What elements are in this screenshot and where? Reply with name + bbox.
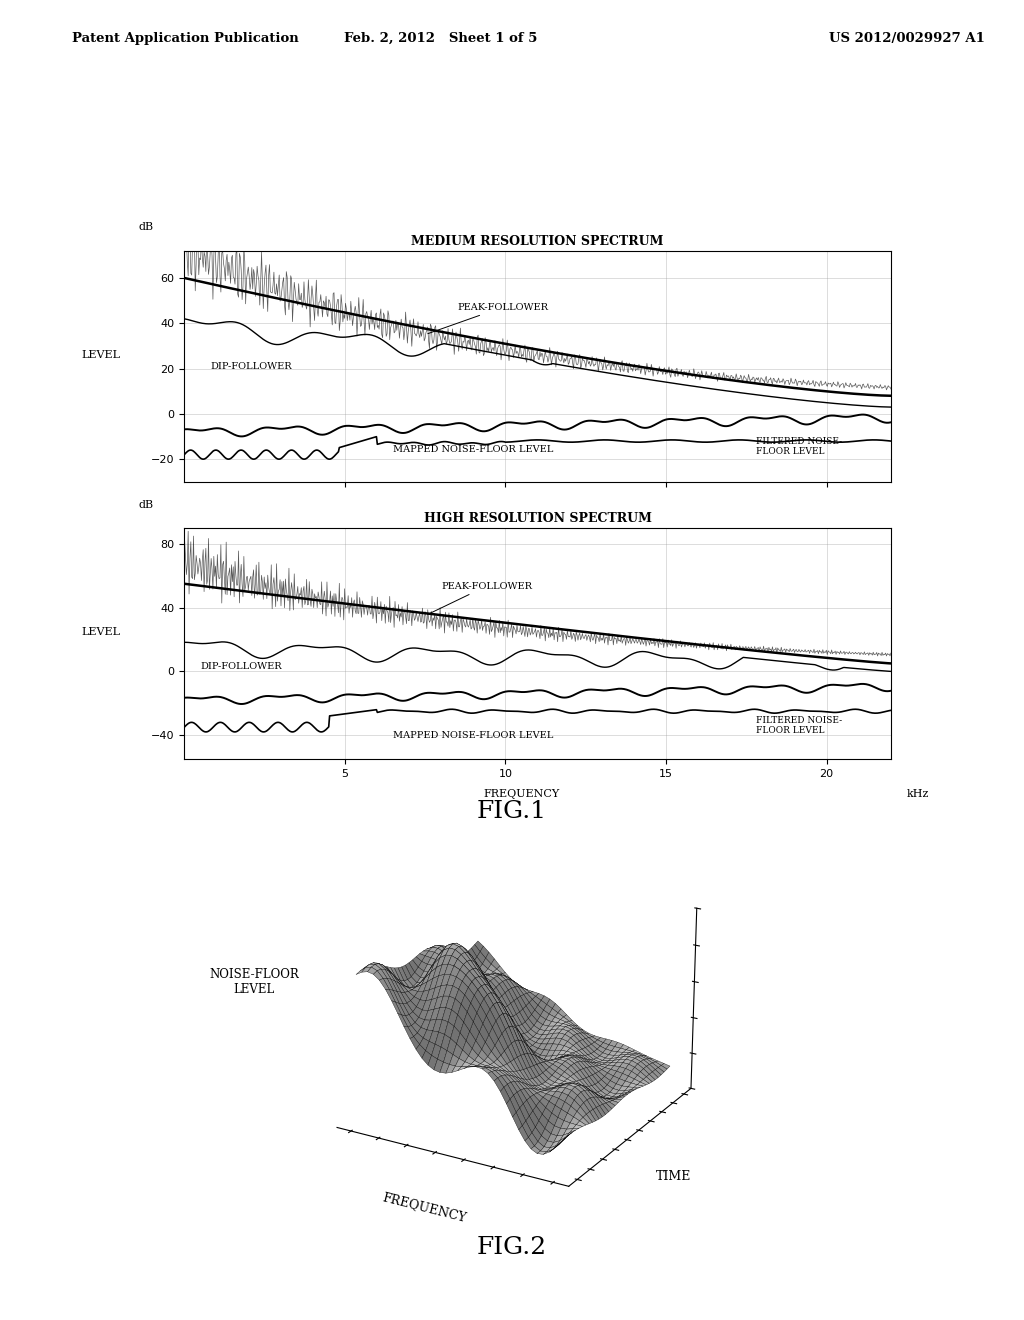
Text: FILTERED NOISE-
FLOOR LEVEL: FILTERED NOISE- FLOOR LEVEL: [756, 437, 842, 455]
Title: MEDIUM RESOLUTION SPECTRUM: MEDIUM RESOLUTION SPECTRUM: [412, 235, 664, 248]
Text: US 2012/0029927 A1: US 2012/0029927 A1: [829, 32, 985, 45]
Text: NOISE-FLOOR
LEVEL: NOISE-FLOOR LEVEL: [209, 968, 299, 997]
Text: LEVEL: LEVEL: [82, 350, 121, 360]
Text: FREQUENCY: FREQUENCY: [483, 789, 560, 799]
Title: HIGH RESOLUTION SPECTRUM: HIGH RESOLUTION SPECTRUM: [424, 512, 651, 525]
Text: MAPPED NOISE-FLOOR LEVEL: MAPPED NOISE-FLOOR LEVEL: [393, 731, 553, 741]
Text: FIG.1: FIG.1: [477, 800, 547, 824]
Y-axis label: TIME: TIME: [656, 1171, 691, 1184]
Text: FILTERED NOISE-
FLOOR LEVEL: FILTERED NOISE- FLOOR LEVEL: [756, 715, 842, 735]
Text: Patent Application Publication: Patent Application Publication: [72, 32, 298, 45]
Text: LEVEL: LEVEL: [82, 627, 121, 638]
Text: dB: dB: [138, 499, 154, 510]
Text: DIP-FOLLOWER: DIP-FOLLOWER: [201, 663, 282, 672]
Text: dB: dB: [138, 222, 154, 232]
Text: DIP-FOLLOWER: DIP-FOLLOWER: [210, 362, 292, 371]
Text: PEAK-FOLLOWER: PEAK-FOLLOWER: [428, 302, 548, 334]
Text: Feb. 2, 2012   Sheet 1 of 5: Feb. 2, 2012 Sheet 1 of 5: [344, 32, 537, 45]
X-axis label: FREQUENCY: FREQUENCY: [381, 1191, 468, 1224]
Text: kHz: kHz: [907, 789, 930, 799]
Text: MAPPED NOISE-FLOOR LEVEL: MAPPED NOISE-FLOOR LEVEL: [393, 445, 553, 454]
Text: FIG.2: FIG.2: [477, 1236, 547, 1259]
Text: PEAK-FOLLOWER: PEAK-FOLLOWER: [428, 582, 532, 614]
